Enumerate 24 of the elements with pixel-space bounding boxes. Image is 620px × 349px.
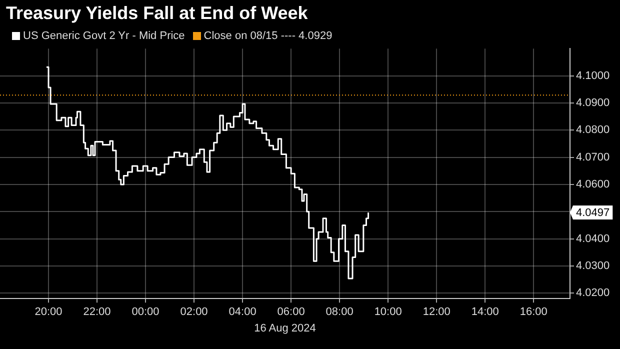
y-tick-label: 4.1000 [576, 70, 610, 82]
y-tick-label: 4.0200 [576, 287, 610, 300]
text: 4.0497 [576, 206, 610, 219]
x-tick-label: 22:00 [83, 306, 111, 318]
x-tick-label: 14:00 [471, 306, 499, 318]
x-tick-label: 12:00 [422, 306, 450, 318]
legend-label: US Generic Govt 2 Yr - Mid Price [22, 30, 185, 42]
y-tick-label: 4.0600 [576, 178, 610, 190]
x-tick-label: 06:00 [277, 306, 305, 318]
x-tick-label: 00:00 [132, 306, 160, 318]
x-tick-label: 02:00 [180, 306, 208, 318]
x-tick-label: 04:00 [228, 306, 256, 318]
y-tick-label: 4.0400 [576, 232, 610, 245]
y-tick-label: 4.0700 [576, 151, 610, 164]
x-tick-label: 08:00 [326, 306, 354, 318]
x-tick-label: 16:00 [520, 306, 548, 318]
legend-label: Close on 08/15 ---- 4.0929 [202, 30, 332, 42]
x-tick-label: 20:00 [34, 306, 62, 318]
y-tick-label: 4.0900 [576, 96, 610, 109]
x-tick-label: 10:00 [374, 306, 402, 318]
x-axis-title: 16 Aug 2024 [254, 322, 316, 334]
y-tick-label: 4.0300 [576, 260, 610, 272]
chart-title: Treasury Yields Fall at End of Week [6, 3, 308, 24]
y-tick-label: 4.0800 [576, 124, 610, 136]
